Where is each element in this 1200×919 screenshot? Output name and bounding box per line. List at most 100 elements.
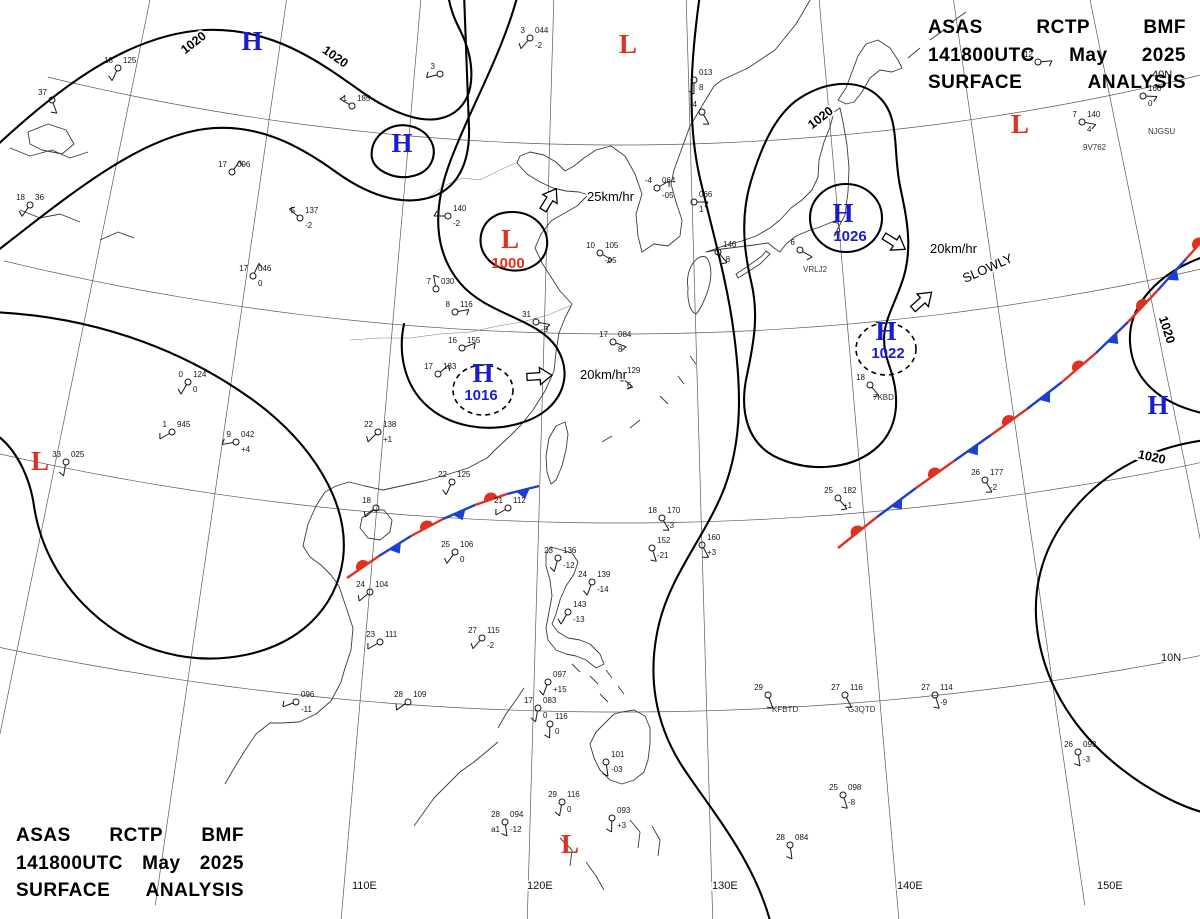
station-temp: 0	[179, 370, 184, 379]
wind-barb	[457, 309, 469, 312]
motion-arrow	[881, 232, 907, 251]
station-tendency: -2	[453, 219, 461, 228]
station-temp: 27	[468, 626, 477, 635]
station-temp: 25	[824, 486, 833, 495]
station-pressure: 042	[241, 430, 255, 439]
station-pressure: 155	[467, 336, 481, 345]
wind-barb-feather	[786, 856, 793, 860]
wind-barb-feather	[554, 811, 560, 817]
cold-front-marker	[890, 498, 903, 510]
station-dewpoint: a1	[491, 825, 500, 834]
low-center-letter: L	[501, 224, 519, 254]
coastline	[571, 663, 625, 703]
wind-barb	[652, 550, 657, 562]
motion-label: 25km/hr	[587, 189, 635, 204]
station-circle	[554, 554, 562, 562]
station-temp: 17	[524, 696, 533, 705]
wind-barb-feather	[108, 75, 113, 81]
wind-barb-feather	[806, 256, 813, 261]
wind-barb	[464, 342, 476, 348]
station-circle	[698, 541, 706, 549]
station-pressure: 111	[385, 630, 398, 639]
station-temp: 28	[776, 833, 785, 842]
wind-barb-feather	[258, 263, 263, 269]
wind-barb	[504, 824, 508, 836]
isobar	[652, 0, 771, 919]
station-pressure: 170	[667, 506, 681, 515]
station-pressure: 124	[193, 370, 207, 379]
isobar	[0, 0, 473, 145]
chart-title-bottom-left: ASAS RCTP BMF 141800UTC May 2025 SURFACE…	[16, 822, 244, 905]
wind-barb-feather	[289, 206, 296, 210]
station-circle	[432, 285, 440, 293]
station-temp: 27	[921, 683, 930, 692]
station-pressure: 093	[1083, 740, 1097, 749]
wind-barb-feather	[650, 559, 657, 562]
coastline	[705, 107, 850, 253]
wind-barb	[358, 593, 369, 602]
river	[349, 304, 573, 341]
isobar	[479, 210, 549, 272]
station-circle	[249, 272, 257, 280]
warm-front-marker	[1192, 237, 1200, 250]
station-circle	[981, 476, 989, 484]
station-tendency: +4	[241, 445, 251, 454]
wind-barb-feather	[357, 595, 360, 602]
station-tendency: +15	[553, 685, 567, 694]
wind-barb-feather	[448, 364, 451, 371]
station-pressure: 083	[543, 696, 557, 705]
station-tendency: 6	[627, 381, 632, 390]
wind-barb	[446, 554, 454, 564]
station-circle	[648, 544, 656, 552]
station-temp: 25	[441, 540, 450, 549]
station-temp: 29	[754, 683, 763, 692]
wind-barb	[396, 703, 406, 711]
station-temp: 29	[548, 790, 557, 799]
wind-barb-feather	[366, 435, 369, 443]
station-tendency: -12	[563, 561, 575, 570]
station-circle	[62, 458, 70, 466]
station-pressure: 106	[460, 540, 474, 549]
station-circle	[526, 34, 534, 42]
wind-barb-feather	[841, 508, 848, 511]
warm-front-marker	[850, 525, 863, 537]
station-circle	[534, 704, 542, 712]
station-circle	[841, 691, 849, 699]
wind-barb	[367, 643, 378, 650]
station-tendency: -3	[1083, 755, 1091, 764]
wind-barb	[663, 520, 670, 531]
station-temp: 37	[38, 88, 47, 97]
wind-barb-feather	[721, 262, 728, 265]
grid-label: 40N	[1152, 69, 1172, 81]
station-temp: 24	[578, 570, 587, 579]
station-tendency: -13	[573, 615, 585, 624]
station-temp: 33	[52, 450, 61, 459]
latitude-line	[0, 453, 1200, 524]
wind-barb	[21, 207, 29, 217]
station-pressure: 025	[71, 450, 85, 459]
station-pressure: 105	[605, 241, 619, 250]
wind-barb	[433, 275, 436, 287]
station-pressure: 084	[618, 330, 632, 339]
cold-front-marker	[1106, 332, 1119, 344]
station-pressure: 185	[357, 94, 371, 103]
station-tendency: -14	[597, 585, 609, 594]
station-circle	[588, 578, 596, 586]
station-circle	[653, 184, 661, 192]
station-callsign: NJGSU	[1148, 127, 1175, 136]
motion-label: 20km/hr	[580, 367, 628, 382]
station-temp: 26	[1064, 740, 1073, 749]
coastline	[224, 0, 811, 785]
station-tendency: -9	[541, 325, 549, 334]
coastline	[27, 123, 75, 155]
coastline	[359, 509, 393, 541]
station-pressure: 097	[553, 670, 567, 679]
wind-barb	[1084, 122, 1096, 125]
station-circle	[839, 791, 847, 799]
station-temp: 1	[163, 420, 168, 429]
wind-barb-feather	[363, 511, 366, 518]
low-center-letter: L	[31, 446, 49, 476]
wind-barb-feather	[606, 259, 613, 264]
station-temp: 28	[491, 810, 500, 819]
